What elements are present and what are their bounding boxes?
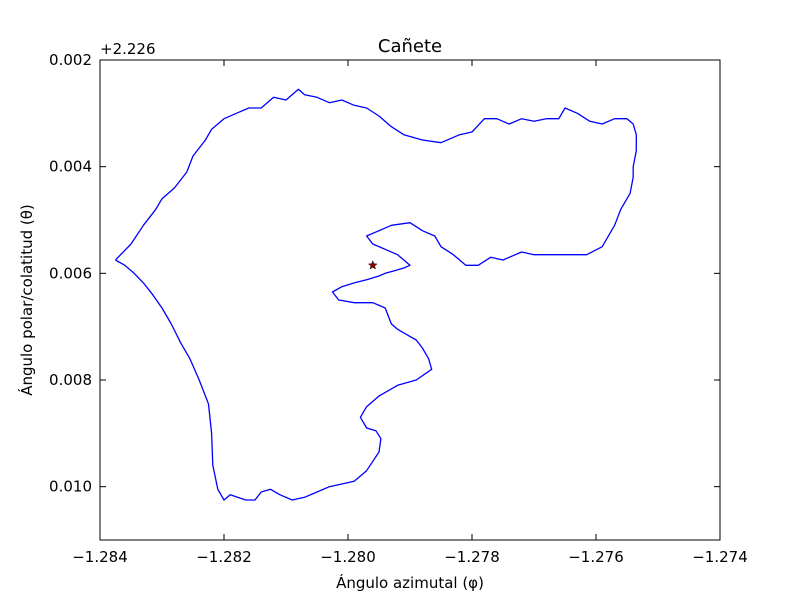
y-axis: 0.002 0.004 0.006 0.008 0.010 [49, 51, 720, 496]
y-tick-label: 0.002 [49, 51, 92, 69]
boundary-line [115, 88, 637, 501]
y-offset-label: +2.226 [100, 40, 156, 58]
x-tick-label: −1.284 [72, 548, 128, 566]
chart-title: Cañete [378, 36, 442, 57]
x-tick-label: −1.274 [692, 548, 748, 566]
location-star-marker [367, 260, 378, 270]
x-axis: −1.284 −1.282 −1.280 −1.278 −1.276 −1.274 [72, 60, 748, 566]
x-tick-label: −1.276 [568, 548, 624, 566]
x-tick-label: −1.278 [444, 548, 500, 566]
y-tick-label: 0.006 [49, 264, 92, 282]
y-tick-label: 0.010 [49, 478, 92, 496]
x-tick-label: −1.282 [196, 548, 252, 566]
plot-frame [99, 59, 721, 541]
plot-marks [115, 88, 637, 501]
x-axis-label: Ángulo azimutal (φ) [336, 573, 484, 592]
y-tick-label: 0.008 [49, 371, 92, 389]
x-tick-label: −1.280 [320, 548, 376, 566]
y-axis-label: Ángulo polar/colatitud (θ) [17, 204, 36, 396]
y-tick-label: 0.004 [49, 158, 92, 176]
